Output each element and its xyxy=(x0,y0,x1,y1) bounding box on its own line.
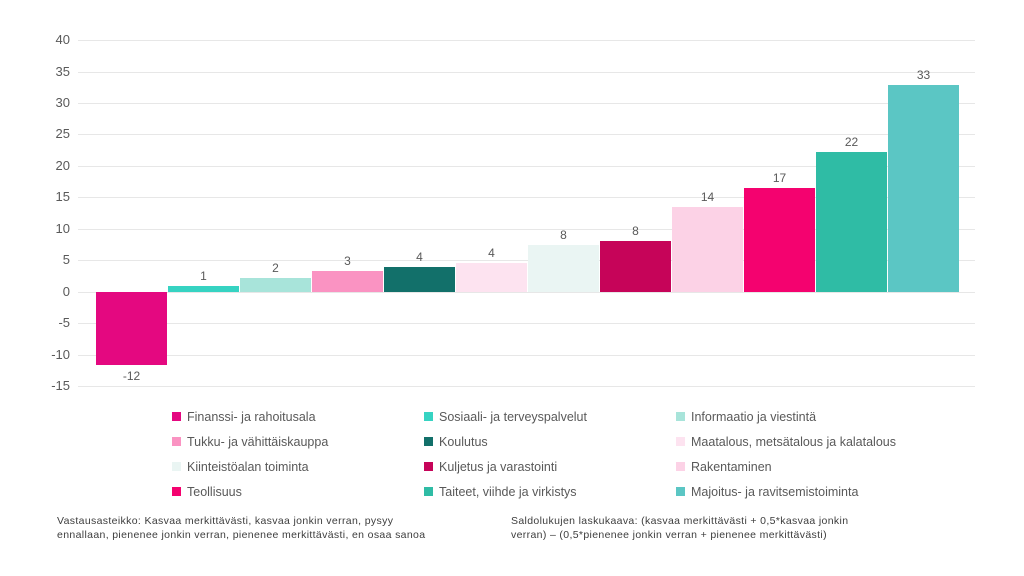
legend-label: Maatalous, metsätalous ja kalatalous xyxy=(691,434,896,449)
footnote-balance-formula: Saldolukujen laskukaava: (kasvaa merkitt… xyxy=(511,515,849,541)
legend-item: Maatalous, metsätalous ja kalatalous xyxy=(676,429,928,454)
legend-swatch-icon xyxy=(424,487,433,496)
legend-label: Majoitus- ja ravitsemistoiminta xyxy=(691,484,859,499)
y-axis-tick-label: 35 xyxy=(55,63,70,79)
legend-item: Koulutus xyxy=(424,429,676,454)
legend-swatch-icon xyxy=(676,437,685,446)
gridline xyxy=(78,40,975,41)
y-axis-tick-label: 25 xyxy=(55,126,70,142)
legend-label: Taiteet, viihde ja virkistys xyxy=(439,484,577,499)
legend-swatch-icon xyxy=(172,462,181,471)
legend-label: Koulutus xyxy=(439,434,488,449)
gridline xyxy=(78,197,975,199)
legend-swatch-icon xyxy=(676,462,685,471)
legend-item: Tukku- ja vähittäiskauppa xyxy=(172,429,424,454)
bar xyxy=(168,286,239,292)
y-axis-tick-label: 0 xyxy=(62,283,70,299)
y-axis-tick-label: 15 xyxy=(55,189,70,205)
legend-label: Sosiaali- ja terveyspalvelut xyxy=(439,409,587,424)
legend: Finanssi- ja rahoitusala Sosiaali- ja ter… xyxy=(172,404,928,504)
bar xyxy=(240,277,311,292)
y-axis-tick-label: -15 xyxy=(51,378,70,393)
legend-swatch-icon xyxy=(676,487,685,496)
bar xyxy=(600,241,671,292)
gridline xyxy=(78,134,975,136)
legend-swatch-icon xyxy=(172,437,181,446)
legend-label: Kiinteistöalan toiminta xyxy=(187,459,309,474)
legend-item: Finanssi- ja rahoitusala xyxy=(172,404,424,429)
gridline xyxy=(78,354,975,356)
gridline xyxy=(78,323,975,325)
bar-value-label: 2 xyxy=(272,260,279,275)
y-axis-tick-label: 5 xyxy=(62,252,70,268)
legend-swatch-icon xyxy=(172,412,181,421)
bar xyxy=(816,152,887,292)
gridline xyxy=(78,165,975,167)
bar xyxy=(96,291,167,366)
legend-item: Kiinteistöalan toiminta xyxy=(172,454,424,479)
legend-item: Sosiaali- ja terveyspalvelut xyxy=(424,404,676,429)
y-axis-tick-label: -5 xyxy=(58,315,70,331)
gridline xyxy=(78,260,975,262)
bar-value-label: 14 xyxy=(700,189,715,204)
bar-value-label: 33 xyxy=(916,67,931,82)
legend-label: Rakentaminen xyxy=(691,459,772,474)
bar-value-label: 8 xyxy=(632,224,639,239)
bar-value-label: 4 xyxy=(416,249,423,264)
legend-item: Teollisuus xyxy=(172,479,424,504)
legend-item: Majoitus- ja ravitsemistoiminta xyxy=(676,479,928,504)
y-axis-tick-label: -10 xyxy=(51,346,70,362)
bar xyxy=(384,266,455,292)
bar xyxy=(888,84,959,292)
legend-swatch-icon xyxy=(424,462,433,471)
legend-item: Taiteet, viihde ja virkistys xyxy=(424,479,676,504)
plot-area: 40 35 30 25 20 15 10 5 0 -5 -10 -15 -12 1 2 3 4 4 8 8 14 17 22… xyxy=(51,32,975,393)
legend-label: Tukku- ja vähittäiskauppa xyxy=(187,434,329,449)
legend-label: Kuljetus ja varastointi xyxy=(439,459,558,474)
footnote-response-scale: Vastausasteikko: Kasvaa merkittävästi, k… xyxy=(57,515,426,541)
legend-swatch-icon xyxy=(424,437,433,446)
bar-value-label: -12 xyxy=(122,369,141,384)
legend-item: Informaatio ja viestintä xyxy=(676,404,928,429)
y-axis-tick-label: 10 xyxy=(55,220,70,236)
bar-value-label: 17 xyxy=(772,170,787,185)
bar xyxy=(312,270,383,292)
legend-label: Teollisuus xyxy=(187,484,242,499)
y-axis-tick-label: 20 xyxy=(55,157,70,173)
bar-value-label: 4 xyxy=(488,246,495,261)
bar xyxy=(456,263,527,292)
gridline xyxy=(78,386,975,387)
gridline xyxy=(78,71,975,73)
y-axis-tick-label: 30 xyxy=(55,94,70,110)
legend-swatch-icon xyxy=(676,412,685,421)
bar xyxy=(672,206,743,292)
bar-value-label: 8 xyxy=(560,227,567,242)
legend-item: Rakentaminen xyxy=(676,454,928,479)
legend-label: Finanssi- ja rahoitusala xyxy=(187,409,316,424)
legend-item: Kuljetus ja varastointi xyxy=(424,454,676,479)
legend-swatch-icon xyxy=(172,487,181,496)
gridline xyxy=(78,228,975,230)
legend-swatch-icon xyxy=(424,412,433,421)
y-axis-tick-label: 40 xyxy=(55,32,70,47)
bar-value-label: 3 xyxy=(344,253,351,268)
gridline xyxy=(78,102,975,104)
bar-value-label: 22 xyxy=(844,135,859,149)
bar xyxy=(744,187,815,292)
gridline xyxy=(78,291,975,293)
bar xyxy=(528,244,599,292)
legend-label: Informaatio ja viestintä xyxy=(691,409,817,424)
bar-value-label: 1 xyxy=(200,269,207,283)
